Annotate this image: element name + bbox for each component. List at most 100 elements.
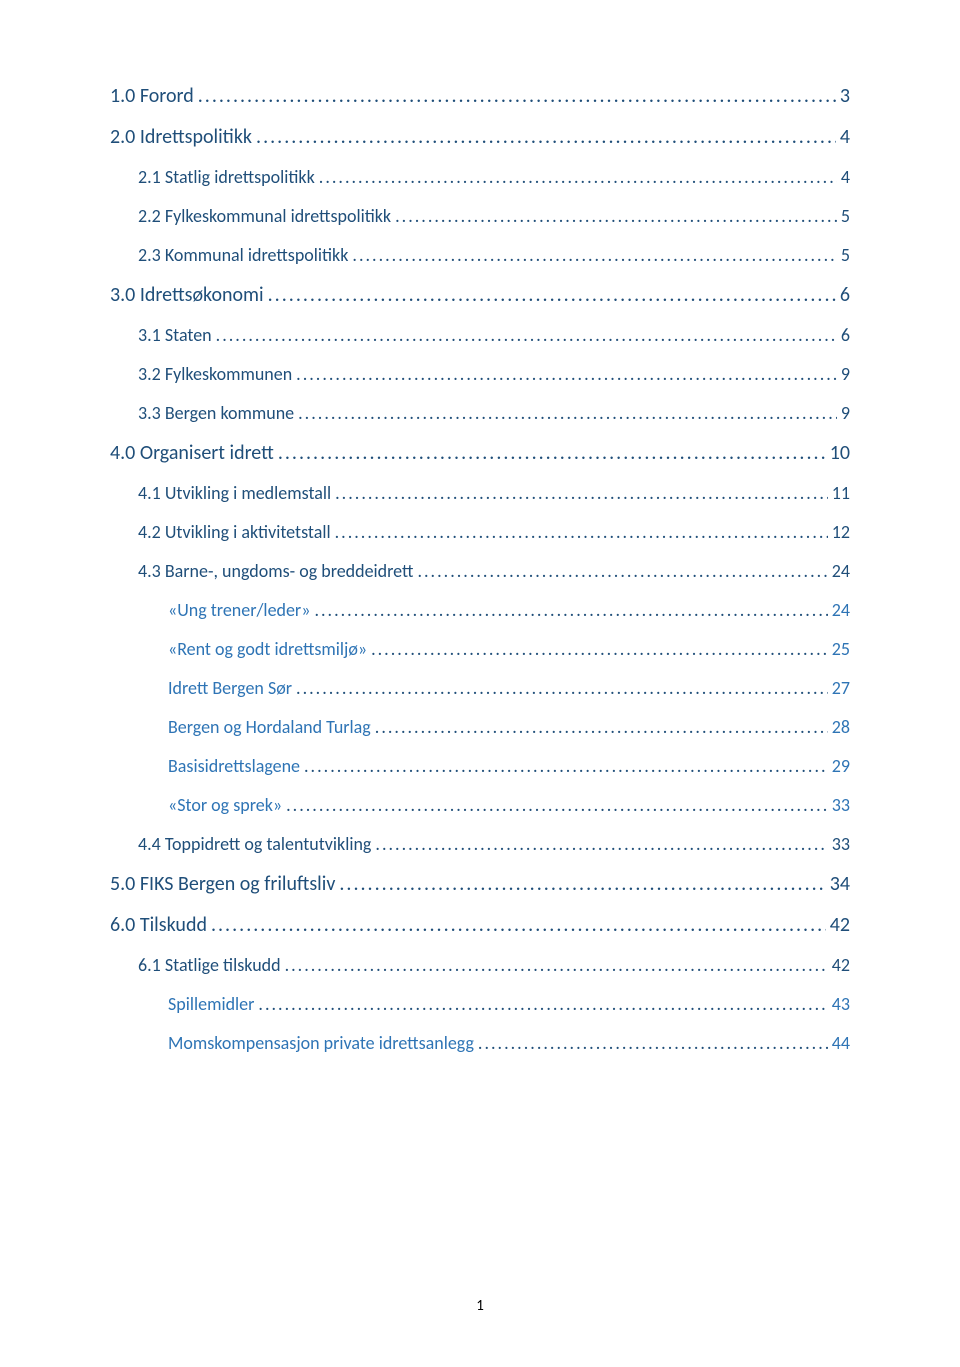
toc-entry-page: 33 xyxy=(832,794,850,816)
toc-entry-page: 44 xyxy=(832,1032,850,1054)
toc-entry-page: 9 xyxy=(841,402,850,424)
toc-entry-page: 25 xyxy=(832,638,850,660)
toc-entry-leader xyxy=(335,482,828,504)
toc-entry-leader xyxy=(395,205,837,227)
toc-entry-leader xyxy=(335,521,828,543)
toc-entry[interactable]: Bergen og Hordaland Turlag 28 xyxy=(110,716,850,738)
page-number: 1 xyxy=(0,1297,960,1315)
toc-entry-leader xyxy=(258,993,827,1015)
toc-entry-label: 4.2 Utvikling i aktivitetstall xyxy=(138,521,331,543)
toc-entry-leader xyxy=(296,677,828,699)
toc-entry-leader xyxy=(319,166,837,188)
toc-entry-leader xyxy=(352,244,836,266)
toc-entry-leader xyxy=(296,363,837,385)
toc-entry-leader xyxy=(478,1032,828,1054)
toc-entry-page: 33 xyxy=(832,833,850,855)
toc-entry-label: 4.1 Utvikling i medlemstall xyxy=(138,482,331,504)
toc-entry[interactable]: 3.1 Staten 6 xyxy=(110,324,850,346)
toc-entry-page: 29 xyxy=(832,755,850,777)
toc-entry-page: 4 xyxy=(841,166,850,188)
toc-entry-page: 24 xyxy=(832,560,850,582)
toc-entry-label: 3.2 Fylkeskommunen xyxy=(138,363,292,385)
toc-entry-leader xyxy=(375,833,827,855)
toc-entry-label: 2.2 Fylkeskommunal idrettspolitikk xyxy=(138,205,391,227)
toc-entry-label: 3.1 Staten xyxy=(138,324,212,346)
toc-entry[interactable]: 4.4 Toppidrett og talentutvikling 33 xyxy=(110,833,850,855)
toc-entry-label: Bergen og Hordaland Turlag xyxy=(168,716,371,738)
toc-entry[interactable]: 3.0 Idrettsøkonomi 6 xyxy=(110,283,850,307)
toc-entry[interactable]: 6.0 Tilskudd 42 xyxy=(110,913,850,937)
toc-entry-leader xyxy=(198,84,836,108)
toc-entry-page: 10 xyxy=(830,441,850,465)
toc-entry-label: 2.3 Kommunal idrettspolitikk xyxy=(138,244,348,266)
toc-entry-page: 12 xyxy=(832,521,850,543)
toc-entry-leader xyxy=(286,794,828,816)
toc-entry[interactable]: 5.0 FIKS Bergen og friluftsliv 34 xyxy=(110,872,850,896)
toc-entry-label: 2.0 Idrettspolitikk xyxy=(110,125,252,149)
toc-entry-leader xyxy=(268,283,836,307)
toc-entry[interactable]: 2.3 Kommunal idrettspolitikk 5 xyxy=(110,244,850,266)
toc-entry-label: Spillemidler xyxy=(168,993,254,1015)
toc-entry-leader xyxy=(216,324,837,346)
toc-entry-label: 5.0 FIKS Bergen og friluftsliv xyxy=(110,872,335,896)
toc-entry[interactable]: Momskompensasjon private idrettsanlegg 4… xyxy=(110,1032,850,1054)
toc-entry-leader xyxy=(278,441,826,465)
toc-entry-page: 24 xyxy=(832,599,850,621)
toc-entry-label: «Rent og godt idrettsmiljø» xyxy=(168,638,367,660)
toc-entry-label: 6.1 Statlige tilskudd xyxy=(138,954,281,976)
toc-entry-label: «Ung trener/leder» xyxy=(168,599,310,621)
toc-entry-page: 5 xyxy=(841,205,850,227)
toc-entry-page: 3 xyxy=(840,84,850,108)
toc-entry-leader xyxy=(339,872,825,896)
toc-entry-leader xyxy=(298,402,837,424)
toc-entry[interactable]: 2.2 Fylkeskommunal idrettspolitikk 5 xyxy=(110,205,850,227)
toc-entry[interactable]: 3.2 Fylkeskommunen 9 xyxy=(110,363,850,385)
page: 1.0 Forord 32.0 Idrettspolitikk 42.1 Sta… xyxy=(0,0,960,1367)
toc-entry-page: 42 xyxy=(830,913,850,937)
toc-entry-page: 6 xyxy=(841,324,850,346)
toc-entry-label: Idrett Bergen Sør xyxy=(168,677,292,699)
toc-entry-label: 2.1 Statlig idrettspolitikk xyxy=(138,166,315,188)
toc-entry-page: 11 xyxy=(832,482,850,504)
toc-entry-leader xyxy=(314,599,827,621)
toc-entry-label: Basisidrettslagene xyxy=(168,755,300,777)
toc-entry-leader xyxy=(417,560,827,582)
toc-entry[interactable]: 1.0 Forord 3 xyxy=(110,84,850,108)
toc-entry[interactable]: Spillemidler 43 xyxy=(110,993,850,1015)
toc-entry-leader xyxy=(375,716,828,738)
toc-entry-leader xyxy=(371,638,828,660)
toc-entry[interactable]: «Rent og godt idrettsmiljø» 25 xyxy=(110,638,850,660)
toc-entry[interactable]: 3.3 Bergen kommune 9 xyxy=(110,402,850,424)
toc-entry-label: 4.0 Organisert idrett xyxy=(110,441,274,465)
toc-entry[interactable]: 6.1 Statlige tilskudd 42 xyxy=(110,954,850,976)
toc-entry-leader xyxy=(256,125,836,149)
toc-entry[interactable]: «Ung trener/leder» 24 xyxy=(110,599,850,621)
toc-entry-label: 4.3 Barne-, ungdoms- og breddeidrett xyxy=(138,560,413,582)
toc-entry-label: 1.0 Forord xyxy=(110,84,194,108)
toc-entry-label: 3.3 Bergen kommune xyxy=(138,402,294,424)
toc-entry[interactable]: 4.1 Utvikling i medlemstall 11 xyxy=(110,482,850,504)
toc-entry[interactable]: 2.1 Statlig idrettspolitikk 4 xyxy=(110,166,850,188)
toc-entry-page: 9 xyxy=(841,363,850,385)
toc-entry[interactable]: Idrett Bergen Sør 27 xyxy=(110,677,850,699)
toc-entry-page: 4 xyxy=(840,125,850,149)
toc-entry-label: 4.4 Toppidrett og talentutvikling xyxy=(138,833,371,855)
toc-entry-leader xyxy=(285,954,828,976)
toc-entry-page: 43 xyxy=(832,993,850,1015)
toc-entry-page: 28 xyxy=(832,716,850,738)
toc-entry[interactable]: Basisidrettslagene 29 xyxy=(110,755,850,777)
toc-entry-page: 42 xyxy=(832,954,850,976)
table-of-contents: 1.0 Forord 32.0 Idrettspolitikk 42.1 Sta… xyxy=(110,84,850,1054)
toc-entry[interactable]: 2.0 Idrettspolitikk 4 xyxy=(110,125,850,149)
toc-entry-page: 5 xyxy=(841,244,850,266)
toc-entry[interactable]: «Stor og sprek» 33 xyxy=(110,794,850,816)
toc-entry-label: Momskompensasjon private idrettsanlegg xyxy=(168,1032,474,1054)
toc-entry-page: 27 xyxy=(832,677,850,699)
toc-entry-leader xyxy=(304,755,828,777)
toc-entry-page: 6 xyxy=(840,283,850,307)
toc-entry-label: 6.0 Tilskudd xyxy=(110,913,207,937)
toc-entry[interactable]: 4.0 Organisert idrett 10 xyxy=(110,441,850,465)
toc-entry[interactable]: 4.2 Utvikling i aktivitetstall 12 xyxy=(110,521,850,543)
toc-entry-page: 34 xyxy=(830,872,850,896)
toc-entry[interactable]: 4.3 Barne-, ungdoms- og breddeidrett 24 xyxy=(110,560,850,582)
